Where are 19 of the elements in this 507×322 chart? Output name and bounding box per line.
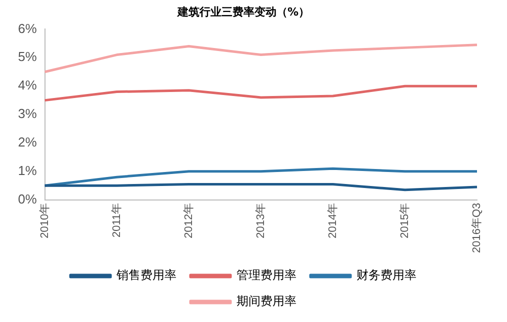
y-tick-label: 2% xyxy=(18,134,38,150)
legend-label: 财务费用率 xyxy=(356,268,416,282)
chart-title: 建筑行业三费率变动（%） xyxy=(176,5,310,18)
x-tick-label: 2015年 xyxy=(398,202,411,238)
x-tick-label: 2016年Q3 xyxy=(471,202,484,254)
y-tick-label: 1% xyxy=(18,162,38,178)
x-tick-label: 2012年 xyxy=(182,202,195,238)
x-tick-label: 2010年 xyxy=(38,202,51,238)
y-tick-label: 6% xyxy=(18,20,38,36)
y-tick-label: 3% xyxy=(18,106,38,122)
x-tick-label: 2013年 xyxy=(254,202,267,238)
x-tick-label: 2014年 xyxy=(326,202,339,238)
y-tick-label: 0% xyxy=(18,191,38,206)
legend-label: 管理费用率 xyxy=(236,268,296,282)
x-tick-label: 2011年 xyxy=(110,202,123,238)
legend-label: 期间费用率 xyxy=(236,294,296,308)
y-tick-label: 5% xyxy=(18,49,38,64)
y-tick-label: 4% xyxy=(18,78,38,93)
legend-label: 销售费用率 xyxy=(116,268,176,282)
